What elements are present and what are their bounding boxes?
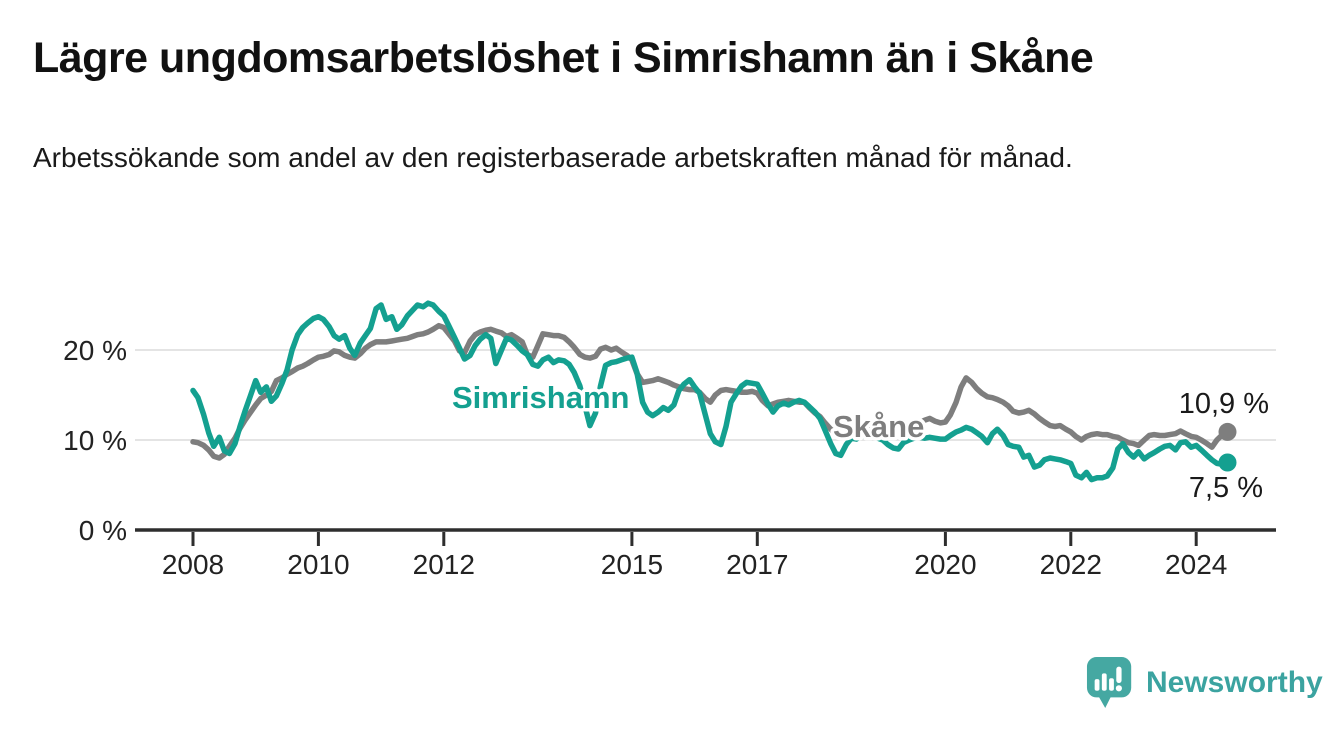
x-tick-label: 2010 (287, 549, 349, 580)
series-line-skane (190, 322, 1231, 461)
x-tick-label: 2024 (1165, 549, 1227, 580)
series-label-simrishamn: Simrishamn (452, 380, 629, 415)
chart-generated-layer: 2008 2010 2012 2015 2017 2020 2022 2024 0 % 10 % 2… (63, 300, 1276, 580)
series-end-dot-simrishamn (1218, 453, 1237, 472)
series-label-skane: Skåne (833, 409, 924, 444)
x-tick-label: 2017 (726, 549, 788, 580)
series-end-dot-skane (1218, 422, 1237, 441)
newsworthy-logo-icon (1086, 657, 1132, 708)
page-title: Lägre ungdomsarbetslöshet i Simrishamn ä… (33, 34, 1094, 82)
newsworthy-logo: Newsworthy (1086, 656, 1323, 710)
page-subtitle: Arbetssökande som andel av den registerb… (33, 142, 1073, 173)
end-value-label-simrishamn: 7,5 % (1189, 472, 1263, 504)
x-tick-label: 2020 (914, 549, 976, 580)
x-tick-label: 2012 (413, 549, 475, 580)
newsworthy-logo-text: Newsworthy (1146, 666, 1323, 699)
y-tick-label: 20 % (63, 335, 127, 366)
x-tick-label: 2008 (162, 549, 224, 580)
x-tick-label: 2015 (601, 549, 663, 580)
series-line-simrishamn (190, 300, 1231, 483)
x-tick-label: 2022 (1040, 549, 1102, 580)
y-tick-label: 0 % (79, 515, 127, 546)
end-value-label-skane: 10,9 % (1179, 388, 1269, 420)
y-tick-label: 10 % (63, 425, 127, 456)
